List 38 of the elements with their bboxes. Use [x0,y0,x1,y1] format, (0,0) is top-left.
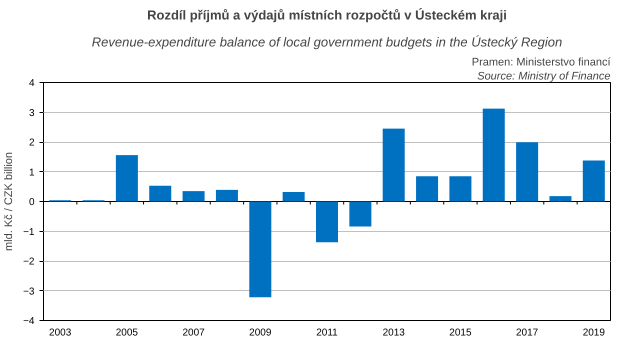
x-tick-label: 2005 [116,328,138,338]
y-tick-label: −4 [23,316,35,327]
source-note: Source: Ministry of Finance [477,70,611,82]
chart-subtitle: Revenue-expenditure balance of local government budgets in the Ústecký Region [92,34,562,50]
bar [216,190,238,202]
x-tick-label: 2017 [516,328,539,338]
y-tick-label: 3 [28,108,35,119]
bar [449,176,472,202]
x-tick-label: 2007 [182,328,206,338]
bar [549,196,572,202]
y-axis-title: mld. Kč / CZK billion [3,152,16,252]
y-tick-label: −1 [23,226,35,238]
x-tick-label: 2015 [449,328,472,338]
bar [482,108,505,202]
bar [182,191,205,202]
bar [349,202,372,226]
y-tick-label: −2 [23,256,35,268]
bar [249,202,272,298]
bar [516,142,538,202]
bar [149,186,172,202]
bar [316,202,338,242]
bar [282,192,305,202]
bar [382,128,405,202]
y-tick-label: 0 [28,197,35,208]
bar [582,160,605,202]
y-tick-label: 4 [28,78,35,89]
y-tick-label: 1 [28,167,35,178]
bar [116,155,138,202]
x-tick-label: 2009 [249,328,272,338]
bar [416,176,438,202]
x-tick-label: 2019 [582,328,606,338]
y-tick-label: 2 [28,138,35,148]
x-tick-label: 2013 [382,328,406,338]
text: Pramen: Ministerstvo financí [472,56,612,68]
y-tick-label: −3 [23,286,35,298]
x-tick-label: 2003 [49,328,72,338]
chart-title: Rozdíl příjmů a výdajů místních rozpočtů v Ústeckém kraji [147,8,507,22]
x-tick-label: 2011 [316,328,338,338]
